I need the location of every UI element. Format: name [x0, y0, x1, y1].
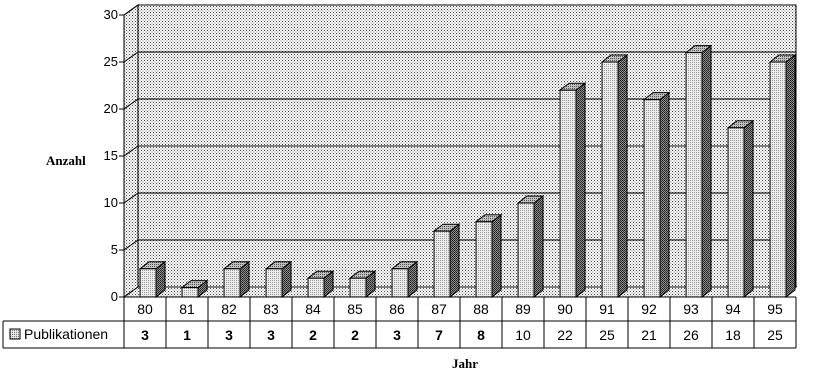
bar-front: [139, 268, 157, 298]
category-label: 87: [431, 301, 447, 317]
data-label: 7: [435, 327, 443, 343]
y-tick-label: 5: [111, 242, 118, 257]
bar: [390, 260, 419, 299]
category-label: 93: [683, 301, 699, 317]
bar: [684, 44, 713, 299]
bar-front: [727, 127, 745, 298]
bar-front: [643, 99, 661, 298]
bar: [558, 82, 587, 299]
gridline-side: [123, 51, 139, 63]
bar: [726, 119, 755, 299]
data-label: 25: [599, 327, 615, 343]
bar-front: [559, 89, 577, 298]
gridline-side: [123, 145, 139, 157]
data-label: 2: [351, 327, 359, 343]
bar: [306, 270, 335, 299]
data-label: 26: [683, 327, 699, 343]
bar-side: [659, 91, 670, 299]
y-tick-label: 25: [104, 54, 118, 69]
bar: [180, 279, 209, 299]
data-label: 21: [641, 327, 657, 343]
bar: [474, 213, 503, 299]
y-tick-label: 15: [104, 148, 118, 163]
gridline-side: [123, 192, 139, 204]
gridline-side: [123, 4, 139, 16]
y-tick-label: 30: [104, 7, 118, 22]
bar-front: [265, 268, 283, 298]
gridline-side: [123, 239, 139, 251]
x-axis-title: Jahr: [452, 356, 478, 371]
bar-side: [701, 44, 712, 299]
data-label: 2: [309, 327, 317, 343]
category-label: 88: [473, 301, 489, 317]
data-label: 25: [767, 327, 783, 343]
bar-side: [785, 53, 796, 299]
bar: [222, 260, 251, 299]
category-label: 82: [221, 301, 237, 317]
category-label: 94: [725, 301, 741, 317]
bars: [138, 44, 797, 299]
category-label: 80: [137, 301, 153, 317]
bar: [264, 260, 293, 299]
y-axis-title: Anzahl: [46, 153, 86, 168]
y-tick-label: 10: [104, 195, 118, 210]
bar-side: [449, 223, 460, 299]
bar-front: [391, 268, 409, 298]
data-label: 22: [557, 327, 573, 343]
y-axis: 0 5 10 15 20 25 30: [104, 7, 125, 304]
data-label: 18: [725, 327, 741, 343]
bar-side: [533, 194, 544, 299]
category-label: 95: [767, 301, 783, 317]
bar: [642, 91, 671, 299]
category-label: 85: [347, 301, 363, 317]
category-label: 92: [641, 301, 657, 317]
bar-front: [517, 202, 535, 298]
bar-front: [181, 287, 199, 298]
data-label: 10: [515, 327, 531, 343]
data-label: 3: [267, 327, 275, 343]
bar-front: [685, 52, 703, 298]
category-label: 86: [389, 301, 405, 317]
bar: [768, 53, 797, 299]
category-label: 91: [599, 301, 615, 317]
y-tick-label: 0: [111, 289, 118, 304]
bar-side: [575, 82, 586, 299]
legend-label: Publikationen: [24, 326, 108, 342]
bar-front: [307, 277, 325, 298]
category-label: 84: [305, 301, 321, 317]
bar: [600, 53, 629, 299]
data-label: 3: [393, 327, 401, 343]
bar-side: [617, 53, 628, 299]
bar-side: [743, 119, 754, 299]
bar-front: [349, 277, 367, 298]
data-label: 3: [225, 327, 233, 343]
bar-front: [769, 61, 787, 298]
category-label: 81: [179, 301, 195, 317]
category-label: 89: [515, 301, 531, 317]
bar-front: [223, 268, 241, 298]
bar-front: [475, 221, 493, 298]
bar: [432, 223, 461, 299]
bar: [348, 270, 377, 299]
legend-key: [9, 328, 21, 340]
y-tick-label: 20: [104, 101, 118, 116]
category-label: 83: [263, 301, 279, 317]
category-label: 90: [557, 301, 573, 317]
data-label: 3: [141, 327, 149, 343]
gridline-side: [123, 98, 139, 110]
bar: [138, 260, 167, 299]
data-label: 8: [477, 327, 485, 343]
bar-front: [601, 61, 619, 298]
data-table: 8038118238338428528638778888910902291259…: [2, 296, 797, 349]
bar: [516, 194, 545, 299]
bar-front: [433, 230, 451, 298]
data-label: 1: [183, 327, 191, 343]
bar-side: [491, 213, 502, 299]
